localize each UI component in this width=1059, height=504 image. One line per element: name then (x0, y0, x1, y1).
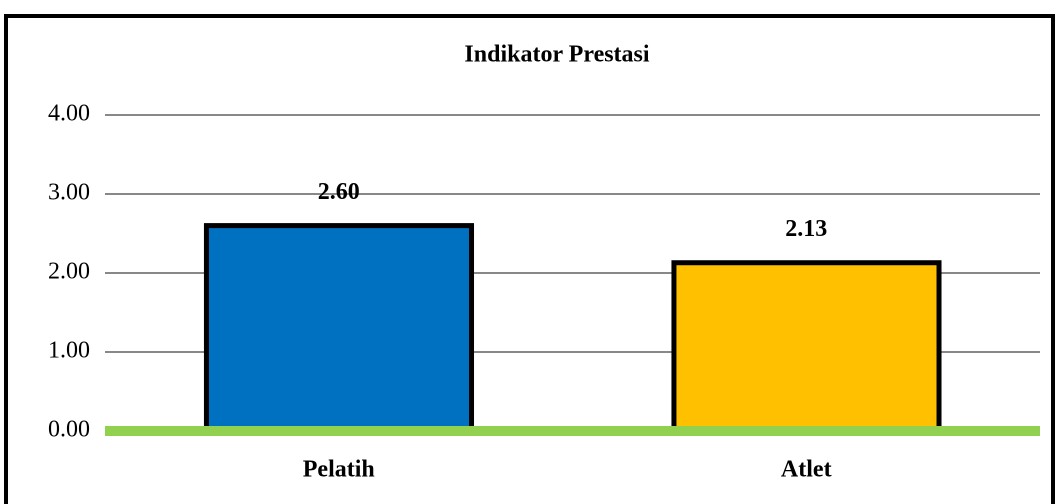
chart-title: Indikator Prestasi (464, 42, 649, 68)
bar (671, 260, 942, 434)
value-label: 2.60 (318, 179, 360, 205)
y-tick-label: 4.00 (48, 101, 90, 127)
y-tick-label: 3.00 (48, 180, 90, 206)
bar (203, 223, 475, 434)
y-tick-label: 1.00 (48, 338, 90, 364)
x-tick-label: Pelatih (303, 457, 375, 483)
y-tick-label: 2.00 (48, 259, 90, 285)
x-tick-label: Atlet (781, 457, 832, 483)
value-label: 2.13 (785, 216, 827, 242)
y-tick-label: 0.00 (48, 417, 90, 443)
